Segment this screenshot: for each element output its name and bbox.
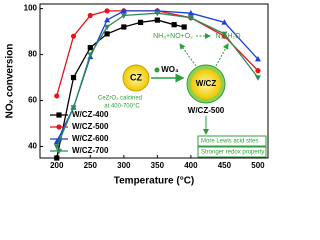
x-tick-label: 500 (251, 161, 265, 170)
marker (87, 52, 94, 58)
x-tick-label: 250 (84, 161, 98, 170)
y-tick-label: 40 (28, 142, 37, 151)
property-label: More Lewis acid sites (201, 139, 258, 145)
y-tick-label: 100 (24, 4, 38, 13)
wcz-label: W/CZ (196, 79, 217, 88)
marker (87, 45, 93, 51)
marker (171, 22, 177, 28)
up-arrow (179, 43, 197, 67)
marker (137, 19, 144, 25)
marker (70, 74, 77, 81)
marker (104, 8, 110, 14)
product-label: N₂+H₂O (215, 33, 241, 40)
property-box (197, 146, 267, 158)
marker (255, 68, 261, 74)
marker (154, 10, 161, 17)
marker (254, 75, 261, 81)
marker (187, 9, 194, 16)
marker (70, 33, 77, 39)
legend-label: W/CZ-400 (72, 110, 109, 119)
marker (104, 16, 111, 23)
reactant-label: NH₃+NO+O₂ (153, 33, 193, 40)
property-box (197, 135, 267, 147)
marker (56, 112, 62, 118)
marker (56, 124, 62, 130)
plot-frame (39, 3, 269, 159)
wo3-dot (154, 67, 160, 73)
wcz-name: W/CZ-500 (188, 106, 225, 115)
legend-label: W/CZ-600 (72, 134, 109, 143)
property-label: Stronger redox property (201, 150, 264, 156)
chart: NOₓ conversion Temperature (°C) 200 250 30… (5, 3, 269, 187)
cz-label: CZ (130, 72, 142, 82)
y-tick-label: 80 (28, 50, 37, 59)
x-tick-label: 400 (184, 161, 198, 170)
y-tick-label: 60 (28, 96, 37, 105)
wcz-particle (191, 69, 221, 99)
cz-note: at 400-700°C (104, 104, 140, 110)
marker (254, 55, 261, 62)
marker (70, 105, 77, 111)
marker (104, 24, 111, 31)
wo3-label: WO₃ (161, 65, 179, 74)
marker (120, 7, 127, 14)
marker (56, 135, 62, 142)
marker (154, 17, 160, 23)
marker (53, 144, 60, 150)
x-tick-label: 350 (151, 161, 165, 170)
up-arrow (215, 43, 229, 67)
cz-particle (122, 64, 150, 92)
marker (56, 148, 62, 155)
x-tick-label: 200 (50, 161, 64, 170)
cz-note: CeZrO₂ calcined (98, 96, 142, 102)
marker (120, 13, 127, 19)
marker (54, 93, 60, 99)
marker (221, 19, 228, 25)
marker (187, 15, 194, 21)
legend-label: W/CZ-700 (72, 146, 109, 155)
y-axis-label: NOₓ conversion (5, 44, 16, 119)
legend-label: W/CZ-500 (72, 122, 109, 131)
marker (104, 31, 110, 37)
x-axis-label: Temperature (°C) (114, 176, 195, 187)
marker (181, 24, 187, 30)
x-tick-label: 300 (117, 161, 131, 170)
marker (121, 24, 127, 30)
x-tick-label: 450 (218, 161, 232, 170)
marker (87, 12, 93, 19)
marker (221, 31, 228, 38)
marker (54, 155, 60, 161)
